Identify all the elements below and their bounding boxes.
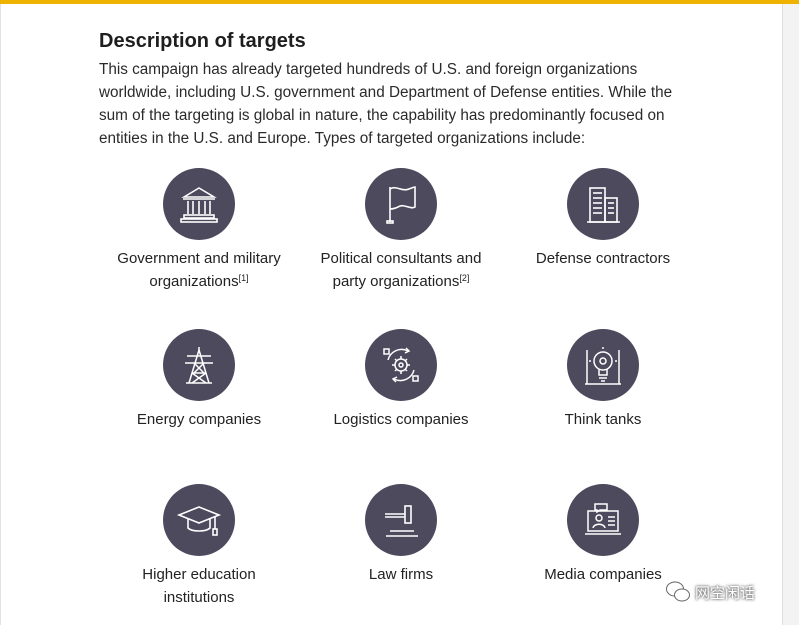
target-label: Logistics companies [333,411,469,428]
target-label: Government and military organizations[1] [117,250,281,290]
gavel-icon [365,484,437,556]
target-label: Political consultants and party organiza… [320,250,482,290]
target-item-media: Media companies [493,484,713,586]
graduation-cap-icon [163,484,235,556]
watermark: 网空闲话 [665,578,755,606]
target-item-lawfirms: Law firms [291,484,511,586]
media-screen-icon [567,484,639,556]
target-item-political: Political consultants and party organiza… [291,168,511,293]
target-item-defense: Defense contractors [493,168,713,270]
target-label: Media companies [544,566,662,583]
target-item-thinktanks: Think tanks [493,329,713,431]
lightbulb-icon [567,329,639,401]
wechat-logo-icon [666,581,690,602]
section-intro: This campaign has already targeted hundr… [99,61,673,147]
government-building-icon [163,168,235,240]
watermark-text: 网空闲话 [695,584,756,602]
section-heading: Description of targets [99,30,306,52]
office-buildings-icon [567,168,639,240]
target-label: Energy companies [136,411,262,428]
target-label: Think tanks [564,411,642,428]
flag-icon [365,168,437,240]
target-label: Higher education institutions [142,566,256,606]
target-label: Defense contractors [535,250,671,267]
target-item-energy: Energy companies [89,329,309,431]
page-right-edge [782,4,783,625]
viewer-margin [783,4,799,625]
power-tower-icon [163,329,235,401]
target-label: Law firms [368,566,434,583]
top-accent-bar [0,0,799,4]
gear-cycle-icon [365,329,437,401]
target-item-education: Higher education institutions [89,484,309,609]
target-item-logistics: Logistics companies [291,329,511,431]
target-item-government: Government and military organizations[1] [89,168,309,293]
page-left-edge [0,4,1,625]
